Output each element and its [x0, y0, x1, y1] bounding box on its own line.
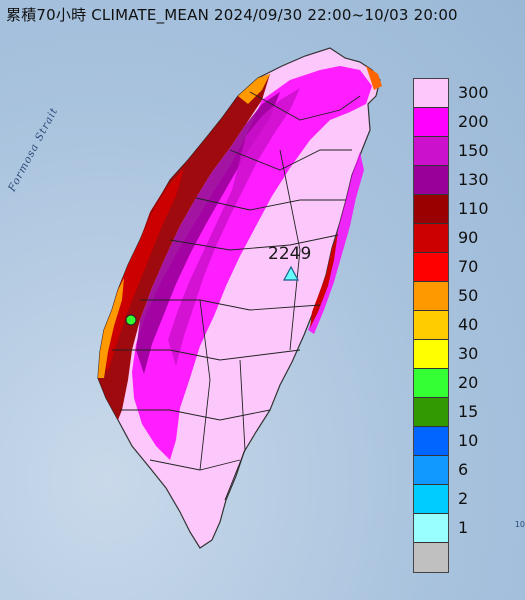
legend-swatch	[414, 427, 448, 456]
legend-swatch	[414, 224, 448, 253]
legend-swatch	[414, 340, 448, 369]
band-90	[100, 168, 184, 372]
max-value-label: 2249	[268, 244, 312, 264]
band-50	[98, 278, 124, 378]
legend-swatch	[414, 398, 448, 427]
legend-swatch	[414, 456, 448, 485]
triangle-icon	[282, 265, 300, 281]
band-east-red	[310, 232, 338, 328]
legend-label: 2	[458, 488, 469, 508]
legend-swatch	[414, 137, 448, 166]
legend-label: 6	[458, 459, 469, 479]
legend-swatch	[414, 514, 448, 543]
legend-swatch	[414, 79, 448, 108]
band-50-north	[238, 74, 270, 104]
legend-label: 70	[458, 256, 479, 276]
legend-swatch	[414, 108, 448, 137]
legend-swatch	[414, 253, 448, 282]
legend-label: 130	[458, 169, 489, 189]
legend-swatch	[414, 195, 448, 224]
band-200	[132, 66, 372, 460]
station-marker	[125, 314, 137, 326]
legend-swatch	[414, 282, 448, 311]
legend-label: 300	[458, 82, 489, 102]
legend-swatch	[414, 543, 448, 572]
legend-label: 200	[458, 111, 489, 131]
legend-swatch	[414, 369, 448, 398]
legend-label: 40	[458, 314, 479, 334]
edge-label: 10	[514, 520, 525, 529]
legend-label: 30	[458, 343, 479, 363]
legend-label: 1	[458, 517, 469, 537]
legend-label: 10	[458, 430, 479, 450]
legend-label: 20	[458, 372, 479, 392]
legend-label: 150	[458, 140, 489, 160]
legend-swatch	[414, 485, 448, 514]
band-110	[98, 74, 270, 420]
color-legend	[413, 78, 449, 573]
county-boundaries	[112, 91, 361, 501]
map-title: 累積70小時 CLIMATE_MEAN 2024/09/30 22:00~10/…	[6, 6, 458, 24]
legend-label: 90	[458, 227, 479, 247]
legend-label: 50	[458, 285, 479, 305]
band-50-tip	[366, 66, 382, 90]
band-150	[168, 88, 300, 366]
legend-label: 110	[458, 198, 489, 218]
legend-label: 15	[458, 401, 479, 421]
legend-swatch	[414, 166, 448, 195]
legend-swatch	[414, 311, 448, 340]
